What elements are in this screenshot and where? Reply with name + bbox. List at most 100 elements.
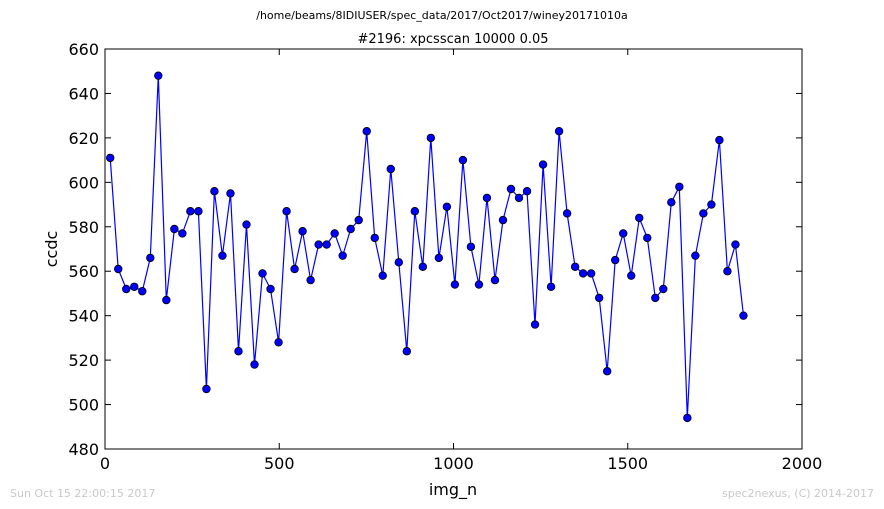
data-point: [178, 229, 187, 238]
data-point: [346, 224, 355, 234]
data-point: [250, 360, 259, 369]
data-point: [667, 198, 676, 207]
data-point: [154, 71, 163, 80]
data-point: [122, 284, 131, 294]
series-line: [109, 75, 745, 418]
data-point: [258, 269, 267, 278]
data-point: [322, 240, 331, 249]
data-point: [370, 233, 379, 243]
y-tick-label: 560: [68, 262, 99, 281]
data-point: [130, 282, 139, 291]
y-tick-label: 640: [68, 84, 99, 103]
x-tick-label: 500: [264, 454, 295, 473]
data-point: [651, 293, 660, 303]
data-point: [234, 347, 243, 356]
data-point: [659, 284, 668, 294]
data-point: [146, 253, 155, 263]
data-point: [675, 182, 684, 191]
data-point: [594, 293, 604, 303]
data-point: [619, 229, 628, 238]
data-point: [290, 264, 299, 274]
data-point: [226, 189, 235, 198]
data-point: [530, 320, 540, 329]
data-point: [514, 193, 524, 203]
data-point: [362, 127, 371, 136]
x-tick-label: 2000: [782, 454, 823, 473]
data-point: [602, 367, 612, 376]
data-point: [643, 233, 652, 243]
y-axis-label: ccdc: [42, 231, 61, 268]
data-point: [242, 220, 251, 229]
data-point: [426, 133, 436, 143]
data-point: [707, 200, 716, 209]
data-point: [442, 202, 452, 211]
data-point: [691, 251, 700, 260]
data-point: [635, 213, 644, 223]
data-point: [522, 187, 532, 196]
data-point: [715, 135, 724, 145]
data-point: [202, 384, 211, 394]
data-point: [402, 347, 412, 356]
data-point: [586, 269, 596, 278]
data-point: [114, 264, 123, 274]
data-point: [490, 275, 500, 285]
data-point: [330, 229, 339, 238]
y-tick-label: 580: [68, 218, 99, 237]
data-point: [170, 224, 179, 234]
file-path-title: /home/beams/8IDIUSER/spec_data/2017/Oct2…: [256, 9, 628, 22]
data-point: [106, 153, 115, 163]
data-point: [538, 160, 548, 169]
data-point: [354, 215, 363, 225]
y-tick-label: 540: [68, 307, 99, 326]
y-tick-label: 620: [68, 129, 99, 148]
data-point: [627, 271, 636, 280]
data-point: [162, 295, 171, 305]
data-point: [482, 193, 492, 203]
data-point: [186, 207, 195, 216]
y-tick-label: 600: [68, 173, 99, 192]
data-point: [338, 251, 347, 260]
data-point: [410, 207, 420, 216]
data-point: [474, 280, 484, 289]
x-axis-label: img_n: [429, 480, 477, 500]
data-point: [498, 215, 508, 225]
data-point: [314, 240, 323, 249]
data-point: [378, 271, 387, 280]
data-point: [611, 255, 620, 265]
data-point: [723, 267, 732, 276]
data-point: [506, 184, 516, 194]
data-point: [418, 262, 428, 271]
data-point: [386, 164, 395, 174]
footer-credit: spec2nexus, (C) 2014-2017: [722, 487, 874, 500]
y-tick-label: 660: [68, 40, 99, 59]
data-point: [554, 127, 564, 136]
data-point: [266, 284, 275, 294]
x-tick-label: 1000: [433, 454, 474, 473]
chart-title: #2196: xpcsscan 10000 0.05: [357, 32, 548, 47]
data-point: [282, 207, 291, 216]
data-point: [210, 187, 219, 196]
data-point: [699, 209, 708, 218]
data-point: [466, 242, 476, 251]
data-point: [683, 413, 692, 423]
data-point: [570, 262, 580, 271]
data-point: [194, 207, 203, 216]
data-point: [739, 311, 748, 320]
x-tick-label: 1500: [607, 454, 648, 473]
x-tick-label: 0: [100, 454, 110, 473]
data-point: [298, 227, 307, 236]
data-point: [274, 338, 283, 347]
data-point: [306, 275, 315, 285]
data-point: [450, 280, 460, 289]
data-point: [394, 258, 403, 267]
data-point: [218, 251, 227, 260]
y-tick-label: 480: [68, 440, 99, 459]
data-point: [562, 209, 572, 218]
y-tick-label: 520: [68, 351, 99, 370]
data-point: [434, 253, 444, 263]
data-point: [546, 282, 556, 291]
y-tick-label: 500: [68, 396, 99, 415]
footer-timestamp: Sun Oct 15 22:00:15 2017: [10, 487, 156, 500]
